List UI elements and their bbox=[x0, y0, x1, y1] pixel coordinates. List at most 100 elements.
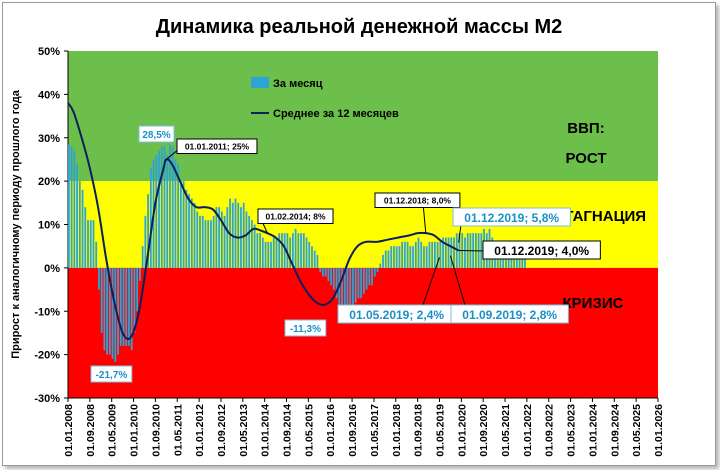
bar bbox=[384, 250, 387, 268]
bar bbox=[363, 267, 365, 294]
bar bbox=[130, 267, 133, 351]
bar bbox=[68, 144, 70, 268]
y-tick-label: 50% bbox=[38, 46, 60, 58]
x-tick-label: 01.09.2010 bbox=[150, 404, 162, 457]
bar bbox=[513, 254, 516, 268]
bar bbox=[220, 211, 223, 268]
bar bbox=[185, 189, 188, 268]
bar bbox=[278, 233, 281, 268]
bar bbox=[237, 202, 240, 268]
bar bbox=[403, 241, 406, 268]
bar bbox=[103, 267, 106, 351]
bar bbox=[368, 267, 371, 286]
bar bbox=[507, 257, 510, 268]
bar bbox=[414, 241, 417, 268]
bar bbox=[147, 194, 149, 268]
bar bbox=[354, 267, 357, 303]
annotation-label: 01.09.2019; 2,8% bbox=[462, 308, 557, 322]
bar bbox=[133, 267, 136, 333]
bar bbox=[218, 207, 221, 268]
bar bbox=[327, 267, 330, 281]
y-tick-label: 0% bbox=[44, 263, 60, 275]
bar bbox=[308, 241, 311, 268]
bar bbox=[207, 220, 210, 268]
annotation-label: 28,5% bbox=[142, 130, 170, 141]
bar bbox=[425, 246, 428, 268]
bar bbox=[76, 163, 78, 268]
bar bbox=[196, 211, 199, 268]
bar bbox=[166, 155, 169, 268]
bar bbox=[256, 233, 259, 268]
bar bbox=[275, 237, 278, 268]
bar bbox=[114, 267, 117, 362]
bar bbox=[95, 241, 98, 268]
bar bbox=[84, 207, 87, 268]
y-tick-label: -10% bbox=[34, 306, 60, 318]
bar bbox=[155, 155, 158, 268]
bar bbox=[144, 215, 147, 268]
bar bbox=[434, 241, 436, 268]
bar bbox=[111, 267, 114, 359]
bar bbox=[505, 257, 507, 268]
x-tick-label: 01.01.2020 bbox=[456, 404, 468, 457]
bar bbox=[499, 254, 502, 268]
bar bbox=[447, 237, 450, 268]
bar bbox=[283, 233, 286, 268]
x-tick-label: 01.05.2011 bbox=[172, 404, 184, 456]
annotation-label: 01.12.2019; 4,0% bbox=[494, 244, 589, 258]
bar bbox=[322, 267, 324, 277]
x-tick-label: 01.05.2017 bbox=[369, 404, 381, 457]
bar bbox=[122, 267, 125, 346]
bar bbox=[431, 241, 434, 268]
bar bbox=[387, 250, 390, 268]
bar bbox=[428, 241, 431, 268]
legend-line-label: Среднее за 12 месяцев bbox=[273, 108, 399, 120]
bar bbox=[332, 267, 335, 290]
y-tick-label: 30% bbox=[38, 133, 60, 145]
bar bbox=[177, 163, 180, 268]
annotation-box bbox=[452, 207, 571, 227]
bar bbox=[70, 146, 73, 268]
bar bbox=[313, 250, 316, 268]
x-axis: 01.01.2008 01.09.2008 01.05.2009 01.01.2010… bbox=[63, 397, 665, 457]
bar bbox=[365, 267, 368, 290]
bar bbox=[188, 194, 190, 268]
bar bbox=[444, 237, 447, 268]
bar bbox=[406, 241, 409, 268]
bar bbox=[125, 267, 128, 346]
bar bbox=[376, 267, 379, 273]
x-tick-label: 01.09.2024 bbox=[609, 404, 621, 457]
bar bbox=[297, 233, 300, 268]
bar bbox=[316, 254, 319, 268]
x-tick-label: 01.05.2023 bbox=[566, 404, 578, 457]
bar bbox=[502, 254, 505, 268]
chart-frame: Динамика реальной денежной массы М2 50% 40… bbox=[2, 2, 716, 466]
x-tick-label: 01.01.2024 bbox=[587, 404, 599, 457]
bar bbox=[248, 215, 251, 268]
x-tick-label: 01.05.2009 bbox=[107, 404, 119, 457]
bar bbox=[398, 246, 401, 268]
bar bbox=[89, 220, 92, 268]
zone-label: СТАГНАЦИЯ bbox=[554, 208, 646, 225]
bar bbox=[261, 237, 264, 268]
x-tick-label: 01.01.2010 bbox=[129, 404, 141, 457]
bar bbox=[204, 220, 207, 268]
bar bbox=[294, 228, 297, 268]
zone-label: РОСТ bbox=[565, 150, 606, 167]
bar bbox=[117, 267, 119, 355]
bar bbox=[436, 241, 439, 268]
annotation-leader bbox=[422, 202, 427, 234]
bar bbox=[264, 241, 267, 268]
bar bbox=[98, 267, 100, 290]
y-tick-label: -30% bbox=[34, 393, 60, 405]
bar bbox=[515, 255, 518, 268]
bar bbox=[215, 207, 218, 268]
annotation-box bbox=[482, 240, 601, 260]
bar bbox=[401, 241, 404, 268]
bar bbox=[81, 189, 84, 268]
bar bbox=[179, 181, 182, 268]
bar bbox=[100, 267, 103, 333]
legend-bar-label: За месяц bbox=[273, 78, 323, 90]
x-tick-label: 01.01.2016 bbox=[325, 404, 337, 457]
bar bbox=[226, 207, 229, 268]
